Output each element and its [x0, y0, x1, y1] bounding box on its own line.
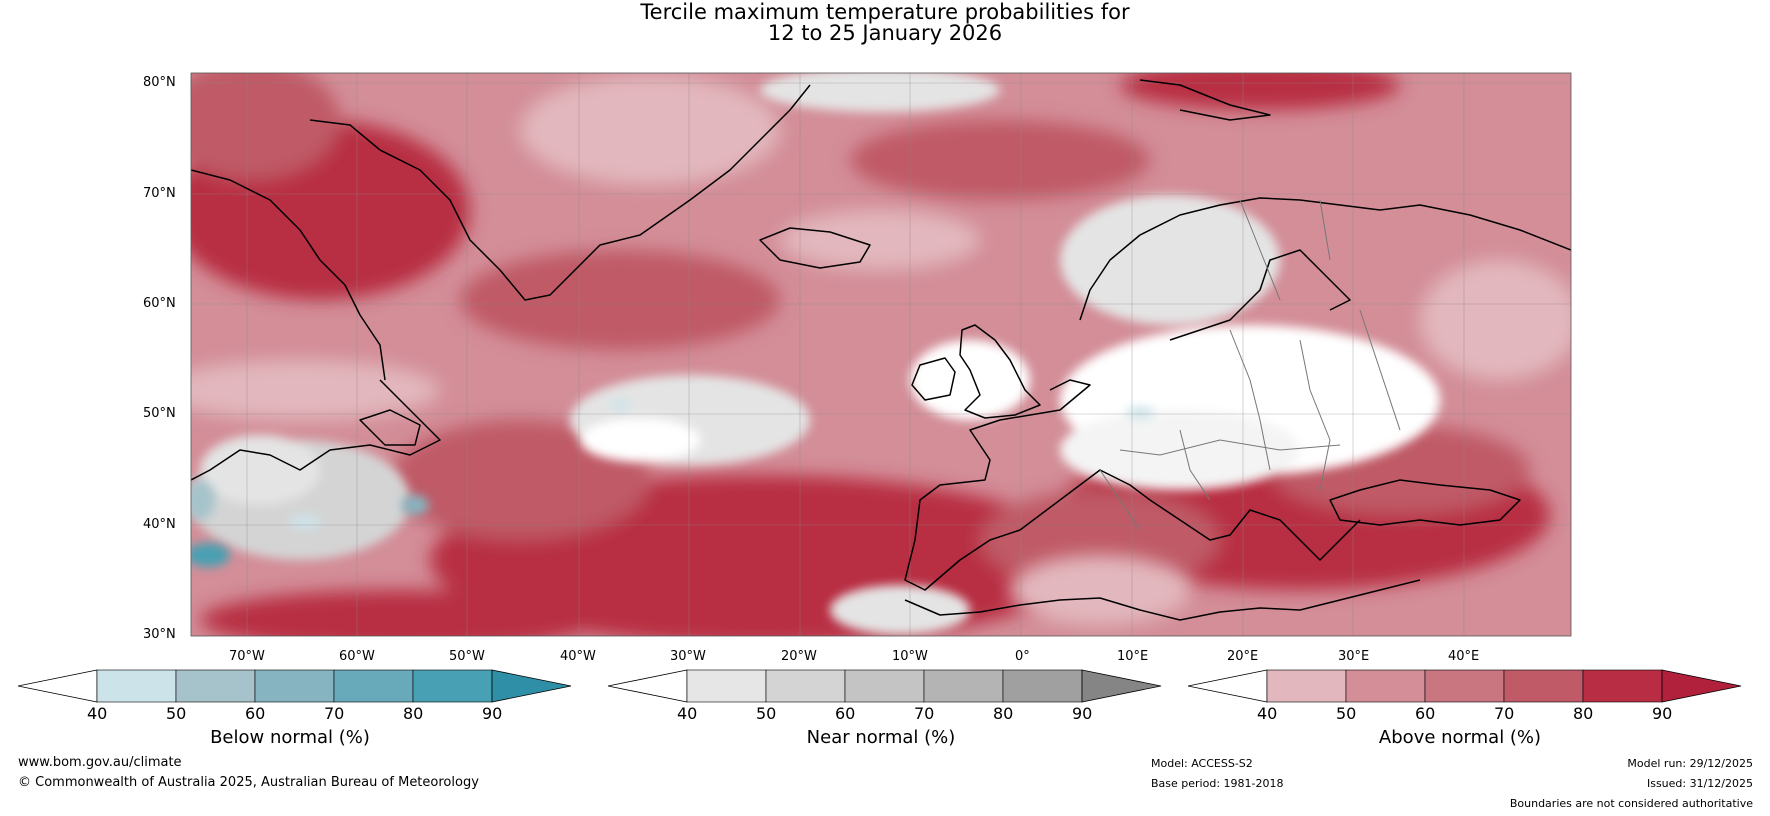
lon-label-10w: 10°W	[892, 649, 928, 664]
colorbar-near-cell-60-70	[844, 669, 925, 703]
colorbar-near-tick-60: 60	[835, 704, 856, 723]
footer-model: Model: ACCESS-S2	[1151, 757, 1253, 770]
colorbar-below-tick-70: 70	[324, 704, 345, 723]
colorbar-near-cell-50-60	[765, 669, 846, 703]
colorbar-above-cell-80-90	[1582, 669, 1663, 703]
lon-label-20e: 20°E	[1227, 649, 1259, 664]
lon-label-30w: 30°W	[670, 649, 706, 664]
footer-copyright: © Commonwealth of Australia 2025, Austra…	[18, 775, 479, 790]
lat-label-40n: 40°N	[143, 517, 176, 532]
colorbar-below-low-extension	[17, 669, 98, 703]
colorbar-near-cell-40-50	[686, 669, 767, 703]
footer-website: www.bom.gov.au/climate	[18, 755, 182, 770]
footer-model-run: Model run: 29/12/2025	[1627, 757, 1753, 770]
colorbar-above-tick-70: 70	[1494, 704, 1515, 723]
footer-issued: Issued: 31/12/2025	[1646, 777, 1753, 790]
newfoundland-coast	[359, 409, 421, 446]
lat-label-30n: 30°N	[143, 627, 176, 642]
colorbar-above-tick-60: 60	[1415, 704, 1436, 723]
colorbar-above-tick-50: 50	[1336, 704, 1357, 723]
colorbar-below-tick-60: 60	[245, 704, 266, 723]
above-normal-strong-regions	[191, 73, 1550, 636]
lat-label-70n: 70°N	[143, 186, 176, 201]
colorbar-near-cell-70-80	[923, 669, 1004, 703]
coastlines	[191, 79, 1571, 621]
lon-label-40w: 40°W	[560, 649, 596, 664]
colorbar-near-tick-50: 50	[756, 704, 777, 723]
colorbar-near-tick-70: 70	[914, 704, 935, 723]
lon-label-60w: 60°W	[339, 649, 375, 664]
lat-label-50n: 50°N	[143, 406, 176, 421]
colorbar-near-normal-title: Near normal (%)	[806, 727, 956, 748]
lon-label-40e: 40°E	[1448, 649, 1480, 664]
colorbar-above-tick-80: 80	[1573, 704, 1594, 723]
colorbar-above-high-extension	[1661, 669, 1742, 703]
baltic-coast	[1169, 249, 1351, 341]
map-title-line2: 12 to 25 January 2026	[767, 21, 1003, 45]
colorbar-near-low-extension	[607, 669, 688, 703]
ireland-coast	[911, 357, 956, 401]
colorbar-above-cell-40-50	[1266, 669, 1347, 703]
canada-arctic-coast	[191, 169, 386, 381]
colorbar-below-tick-90: 90	[482, 704, 503, 723]
colorbar-above-cell-70-80	[1503, 669, 1584, 703]
near-normal-regions	[191, 73, 1440, 635]
above-normal-light-regions	[191, 75, 1571, 625]
colorbar-below-tick-50: 50	[166, 704, 187, 723]
colorbar-near-tick-90: 90	[1072, 704, 1093, 723]
lon-label-10e: 10°E	[1117, 649, 1149, 664]
lat-label-80n: 80°N	[143, 75, 176, 90]
colorbar-near-tick-80: 80	[993, 704, 1014, 723]
colorbar-below-normal-title: Below normal (%)	[210, 727, 370, 748]
labrador-coast	[191, 379, 441, 481]
footer-disclaimer: Boundaries are not considered authoritat…	[1509, 797, 1753, 810]
colorbar-below-tick-80: 80	[403, 704, 424, 723]
colorbar-below-cell-70-80	[333, 669, 414, 703]
europe-atlantic-coast	[904, 379, 1091, 591]
colorbar-below-cell-80-90	[412, 669, 493, 703]
colorbar-near-tick-40: 40	[677, 704, 698, 723]
mediterranean-north-coast	[1019, 469, 1361, 561]
britain-coast	[959, 324, 1041, 419]
lon-label-20w: 20°W	[781, 649, 817, 664]
country-borders	[1099, 199, 1401, 531]
colorbar-above-normal-title: Above normal (%)	[1378, 727, 1542, 748]
svalbard-coast	[1139, 79, 1271, 121]
below-normal-regions	[191, 399, 1154, 567]
colorbar-above-cell-50-60	[1345, 669, 1426, 703]
colorbar-above-low-extension	[1187, 669, 1268, 703]
colorbar-below-cell-40-50	[96, 669, 177, 703]
scandinavia-coast	[1079, 197, 1571, 321]
colorbar-near-cell-80-90	[1002, 669, 1083, 703]
probability-field	[191, 73, 1571, 636]
footer-base-period: Base period: 1981-2018	[1151, 777, 1284, 790]
lon-label-0: 0°	[1015, 649, 1030, 664]
colorbar-below-high-extension	[491, 669, 572, 703]
colorbar-above-tick-90: 90	[1652, 704, 1673, 723]
greenland-coast	[309, 84, 811, 301]
lon-label-30e: 30°E	[1338, 649, 1370, 664]
colorbar-below-tick-40: 40	[87, 704, 108, 723]
colorbar-below-cell-50-60	[175, 669, 256, 703]
colorbar-below-cell-60-70	[254, 669, 335, 703]
map-frame	[190, 72, 1572, 637]
map-title-line1: Tercile maximum temperature probabilitie…	[640, 0, 1130, 24]
colorbars	[17, 669, 1742, 703]
iceland-coast	[759, 227, 871, 269]
colorbar-above-cell-60-70	[1424, 669, 1505, 703]
black-sea-coast	[1329, 479, 1521, 526]
colorbar-above-tick-40: 40	[1257, 704, 1278, 723]
lon-label-50w: 50°W	[449, 649, 485, 664]
lon-label-70w: 70°W	[229, 649, 265, 664]
colorbar-near-high-extension	[1081, 669, 1162, 703]
lat-label-60n: 60°N	[143, 296, 176, 311]
north-africa-coast	[904, 579, 1421, 621]
